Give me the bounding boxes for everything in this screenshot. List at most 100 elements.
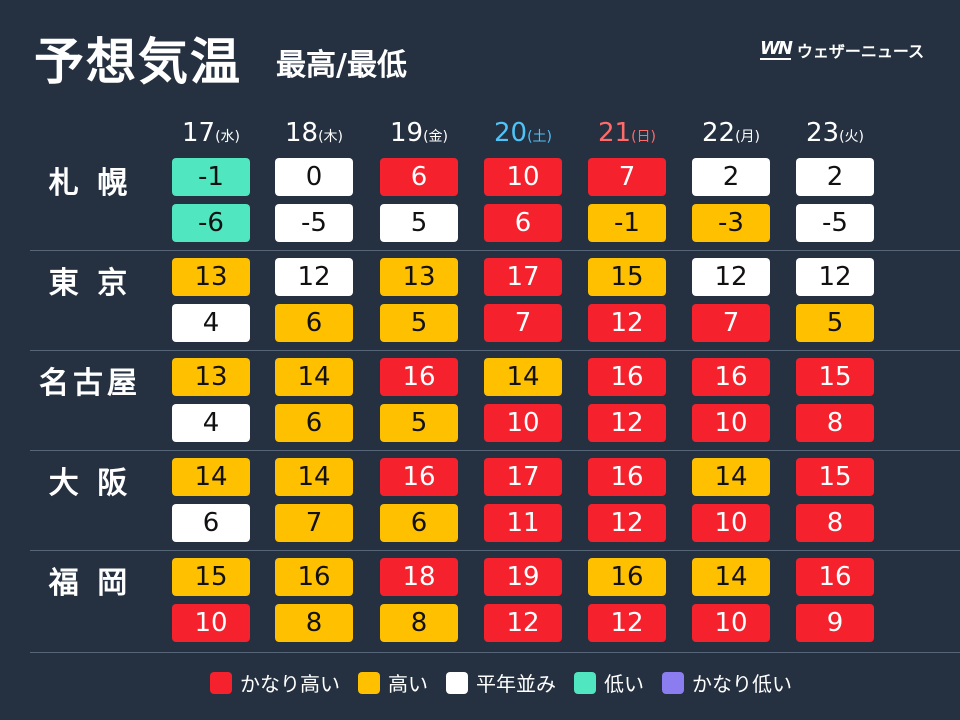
day-weekday: (火): [839, 129, 865, 145]
temp-low-cell: 4: [172, 404, 250, 442]
temp-low-cell: 10: [692, 404, 770, 442]
page-title: 予想気温: [34, 33, 242, 91]
temp-low-cell: -5: [275, 204, 353, 242]
temp-high-cell: -1: [172, 158, 250, 196]
temp-low-cell: -5: [796, 204, 874, 242]
day-weekday: (土): [527, 129, 553, 145]
temp-high-cell: 15: [796, 458, 874, 496]
row-divider: [30, 550, 960, 551]
temp-low-cell: 5: [796, 304, 874, 342]
temp-high-cell: 14: [484, 358, 562, 396]
temp-high-cell: 14: [692, 558, 770, 596]
temp-high-cell: 10: [484, 158, 562, 196]
temp-high-cell: 12: [796, 258, 874, 296]
temp-high-cell: 2: [692, 158, 770, 196]
city-name: 名古屋: [39, 366, 141, 401]
legend-item: 高い: [358, 668, 428, 697]
temp-high-cell: 13: [172, 258, 250, 296]
temp-high-cell: 18: [380, 558, 458, 596]
legend-item: かなり高い: [210, 668, 340, 697]
temp-high-cell: 17: [484, 258, 562, 296]
row-divider: [30, 652, 960, 653]
day-date: 18: [284, 118, 319, 148]
temp-low-cell: 9: [796, 604, 874, 642]
temp-low-cell: 8: [380, 604, 458, 642]
city-name: 大 阪: [48, 466, 132, 501]
temp-high-cell: 7: [588, 158, 666, 196]
temp-high-cell: 14: [275, 458, 353, 496]
temp-low-cell: 12: [484, 604, 562, 642]
day-date: 22: [701, 118, 736, 148]
temp-low-cell: 6: [275, 304, 353, 342]
legend-label: かなり低い: [692, 672, 792, 696]
temp-high-cell: 16: [380, 458, 458, 496]
temp-low-cell: 5: [380, 204, 458, 242]
day-header: 19(金): [379, 118, 459, 148]
temp-high-cell: 0: [275, 158, 353, 196]
legend-item: 低い: [574, 668, 644, 697]
temp-high-cell: 14: [692, 458, 770, 496]
legend-swatch: [446, 671, 468, 694]
day-header: 23(火): [795, 118, 875, 148]
day-date: 20: [493, 118, 528, 148]
temp-high-cell: 14: [172, 458, 250, 496]
temp-high-cell: 2: [796, 158, 874, 196]
temp-high-cell: 13: [172, 358, 250, 396]
temp-high-cell: 16: [796, 558, 874, 596]
temp-high-cell: 15: [588, 258, 666, 296]
temp-low-cell: 4: [172, 304, 250, 342]
temp-high-cell: 13: [380, 258, 458, 296]
temp-low-cell: 12: [588, 304, 666, 342]
temp-low-cell: 8: [796, 504, 874, 542]
day-date: 19: [389, 118, 424, 148]
day-weekday: (水): [215, 129, 241, 145]
temp-high-cell: 16: [380, 358, 458, 396]
temp-high-cell: 12: [692, 258, 770, 296]
temp-high-cell: 15: [172, 558, 250, 596]
legend-label: 高い: [388, 672, 428, 696]
day-weekday: (金): [423, 129, 449, 145]
temp-low-cell: 6: [380, 504, 458, 542]
temp-low-cell: 10: [692, 604, 770, 642]
temp-high-cell: 12: [275, 258, 353, 296]
legend-item: 平年並み: [446, 668, 556, 697]
temp-low-cell: 12: [588, 504, 666, 542]
day-date: 23: [805, 118, 840, 148]
legend-swatch: [210, 671, 232, 694]
day-weekday: (日): [631, 129, 657, 145]
city-name: 札 幌: [48, 166, 132, 201]
day-weekday: (木): [318, 129, 344, 145]
temp-low-cell: -6: [172, 204, 250, 242]
row-divider: [30, 350, 960, 351]
temp-low-cell: 7: [275, 504, 353, 542]
temp-low-cell: -3: [692, 204, 770, 242]
legend-swatch: [358, 671, 380, 694]
row-divider: [30, 250, 960, 251]
temp-high-cell: 14: [275, 358, 353, 396]
row-divider: [30, 450, 960, 451]
temp-low-cell: 12: [588, 604, 666, 642]
temp-low-cell: 10: [692, 504, 770, 542]
temp-low-cell: 6: [172, 504, 250, 542]
day-header: 22(月): [691, 118, 771, 148]
day-header: 18(木): [274, 118, 354, 148]
temp-low-cell: 7: [692, 304, 770, 342]
temp-high-cell: 16: [588, 358, 666, 396]
temp-high-cell: 16: [275, 558, 353, 596]
temp-low-cell: 10: [172, 604, 250, 642]
brand-logo: WN: [760, 38, 793, 60]
legend-swatch: [662, 671, 684, 694]
day-date: 17: [181, 118, 216, 148]
temp-low-cell: 5: [380, 304, 458, 342]
city-name: 東 京: [48, 266, 132, 301]
page-subtitle: 最高/最低: [276, 48, 407, 83]
temp-high-cell: 17: [484, 458, 562, 496]
legend-label: 平年並み: [476, 672, 556, 696]
temp-high-cell: 16: [588, 458, 666, 496]
legend-swatch: [574, 671, 596, 694]
temp-low-cell: 8: [796, 404, 874, 442]
day-header: 21(日): [587, 118, 667, 148]
temp-low-cell: -1: [588, 204, 666, 242]
brand: WN ウェザーニュース: [760, 38, 924, 62]
legend-item: かなり低い: [662, 668, 792, 697]
